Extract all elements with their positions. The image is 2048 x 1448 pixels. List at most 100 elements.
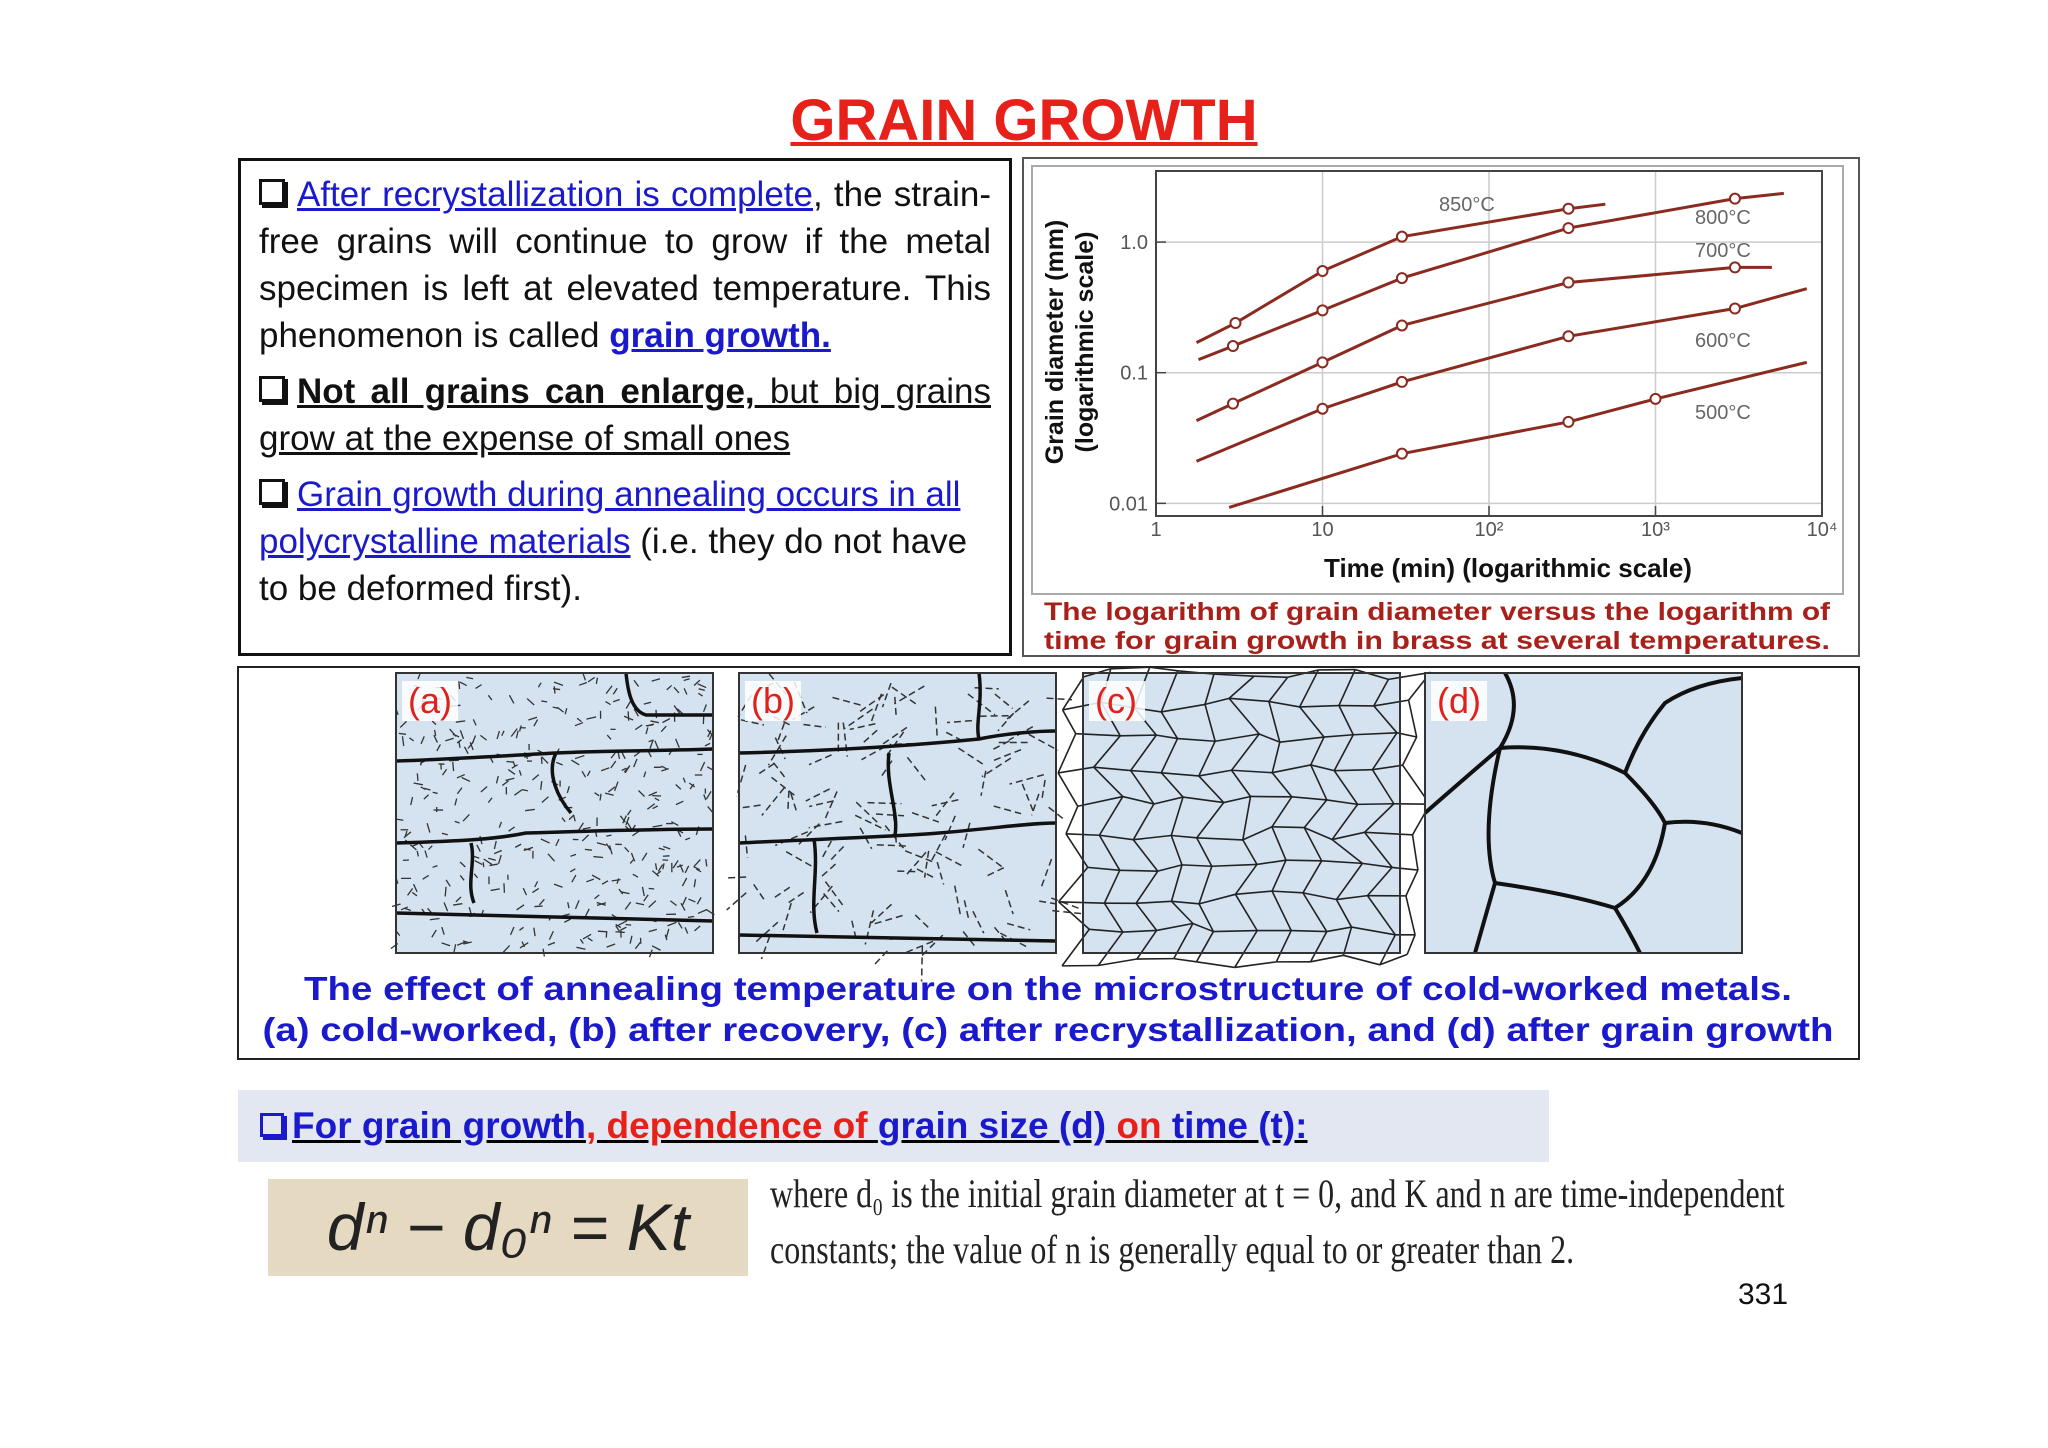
dislocation: [480, 734, 488, 741]
dislocation: [556, 706, 564, 713]
dislocation: [422, 874, 430, 880]
subgrain-boundary: [934, 706, 939, 739]
grain-boundary: [1122, 929, 1157, 933]
text-segment: but big grains grow at the expense of sm…: [259, 372, 991, 458]
chart-caption: The logarithm of grain diameter versus t…: [1044, 598, 1831, 626]
subgrain-boundary: [873, 914, 903, 925]
dislocation: [638, 790, 646, 798]
dislocation: [459, 681, 467, 687]
dislocation: [646, 803, 656, 810]
subgrain-boundary: [796, 823, 820, 847]
micrograph: (c): [1057, 666, 1432, 969]
subgrain-boundary: [993, 926, 1010, 945]
slide-title: GRAIN GROWTH: [790, 88, 1258, 153]
dislocation: [680, 902, 686, 911]
subgrain-boundary: [967, 693, 996, 716]
label-background: [1431, 681, 1487, 721]
subgrain-boundary: [963, 900, 970, 919]
grain-boundary: [1291, 929, 1327, 933]
dislocation: [579, 938, 584, 944]
subgrain-boundary: [744, 835, 749, 858]
grain-boundary: [1160, 670, 1179, 713]
dislocation: [462, 940, 470, 944]
dislocation: [643, 771, 647, 778]
grain-boundary: [1323, 733, 1354, 738]
subgrain-boundary: [980, 770, 987, 796]
dislocation: [441, 768, 448, 776]
dislocation: [420, 736, 425, 745]
dislocation: [630, 852, 636, 862]
dislocation: [576, 946, 586, 950]
dislocation: [564, 918, 571, 923]
subgrain-boundary: [881, 682, 892, 708]
dislocation: [641, 852, 648, 861]
dislocation: [707, 730, 712, 738]
grain-boundary: [1271, 796, 1293, 828]
dislocation: [676, 864, 683, 868]
dislocation: [626, 809, 632, 816]
subgrain-boundary: [824, 881, 844, 907]
dislocation: [573, 815, 576, 822]
dislocation: [658, 847, 665, 851]
data-point: [1316, 356, 1329, 369]
grain-boundary: [1353, 732, 1397, 736]
dislocation: [540, 757, 543, 764]
grain-boundary: [1057, 772, 1079, 807]
subgrain-boundary: [929, 834, 947, 864]
grain-boundary: [1230, 769, 1252, 797]
grain-boundary: [1195, 931, 1215, 963]
dislocation: [441, 926, 445, 935]
data-point: [1562, 415, 1575, 428]
dislocation: [398, 732, 407, 735]
dislocation: [684, 865, 690, 874]
dislocation: [519, 926, 524, 931]
dislocation: [532, 887, 540, 894]
grain-boundary: [1089, 928, 1123, 933]
dislocation: [694, 925, 701, 932]
dislocation: [487, 694, 493, 701]
data-point: [1562, 222, 1575, 235]
subgrain-boundary: [991, 748, 1022, 762]
grain-boundary: [1136, 900, 1172, 905]
dislocation: [501, 780, 509, 786]
dislocation: [524, 808, 535, 812]
dislocation: [483, 858, 493, 865]
dislocation: [625, 816, 630, 826]
dislocation: [606, 943, 616, 948]
grain-boundary: [1198, 775, 1225, 804]
text-segment: Grain growth during annealing occurs in …: [259, 475, 961, 561]
dislocation: [569, 868, 576, 873]
grain-boundary: [1235, 890, 1273, 896]
dislocation: [582, 673, 587, 681]
dislocation: [688, 898, 696, 903]
grain-boundary: [1242, 826, 1273, 841]
series-line: [1195, 265, 1772, 422]
grain-boundary: [1335, 899, 1353, 928]
grain-boundary: [1268, 701, 1281, 743]
dislocation: [455, 720, 466, 723]
grain-boundary: [1198, 769, 1232, 777]
dislocation: [431, 720, 437, 726]
grain-boundary: [1298, 669, 1320, 708]
dislocation: [518, 770, 522, 776]
grain-boundary: [1299, 704, 1339, 708]
dislocation: [510, 728, 518, 737]
dislocation: [506, 760, 514, 763]
grain-boundary: [1268, 676, 1289, 702]
figure-caption: (a) cold-worked, (b) after recovery, (c)…: [263, 1011, 1834, 1048]
grain-boundary: [738, 821, 1057, 845]
dislocation: [633, 708, 640, 717]
subgrain-boundary: [1021, 783, 1035, 814]
text-segment: grain growth.: [609, 316, 831, 355]
grain-boundary: [1228, 675, 1255, 699]
dislocation: [552, 688, 561, 691]
grain-boundary: [1275, 930, 1292, 963]
grain-boundary: [1373, 705, 1398, 734]
dislocation: [474, 859, 483, 866]
dislocation: [412, 843, 419, 847]
dislocation: [615, 925, 621, 932]
dislocation: [613, 781, 619, 792]
grain-boundary: [1310, 736, 1325, 766]
dislocation: [566, 785, 570, 794]
grain-boundary: [1373, 679, 1390, 707]
